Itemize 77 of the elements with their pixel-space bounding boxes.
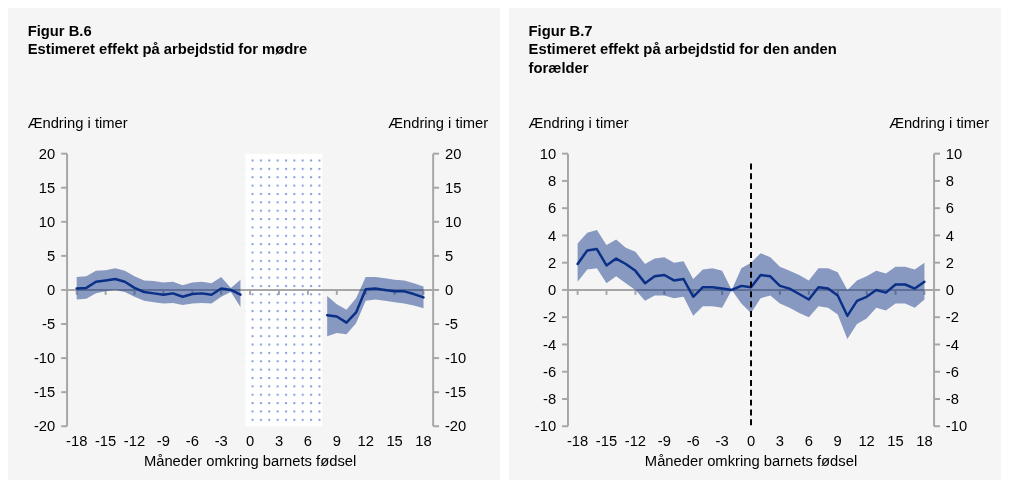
y2-tick-label: -10: [945, 418, 968, 435]
y2-axis-title: Ændring i timer: [388, 115, 489, 132]
y2-tick-label: 15: [444, 179, 462, 196]
chart-subtitle: Estimeret effekt på arbejdstid for mødre: [27, 41, 308, 58]
y2-tick-label: 0: [444, 282, 454, 299]
y-tick-label: -5: [42, 316, 56, 333]
y2-tick-label: 10: [945, 145, 963, 162]
y-tick-label: 4: [547, 227, 557, 244]
x-tick-label: 12: [357, 432, 374, 449]
y2-tick-label: 20: [444, 145, 462, 162]
y-tick-label: 10: [539, 145, 557, 162]
x-tick-label: 6: [303, 432, 313, 449]
x-tick-label: 18: [415, 432, 432, 449]
y-tick-label: -4: [543, 336, 557, 353]
y2-tick-label: -10: [444, 350, 467, 367]
x-axis-title: Måneder omkring barnets fødsel: [644, 452, 858, 469]
y-tick-label: -10: [33, 350, 56, 367]
y2-tick-label: 2: [945, 254, 955, 271]
y-tick-label: 0: [47, 282, 56, 299]
x-tick-label: 18: [916, 432, 933, 449]
x-tick-label: -12: [624, 432, 647, 449]
y2-tick-label: -6: [945, 363, 959, 380]
y2-axis-title: Ændring i timer: [889, 115, 990, 132]
y2-tick-label: 4: [945, 227, 955, 244]
x-tick-label: 15: [887, 432, 904, 449]
x-tick-label: -3: [715, 432, 729, 449]
y-tick-label: 6: [547, 200, 557, 217]
y-axis-title: Ændring i timer: [27, 115, 128, 132]
x-tick-label: -18: [66, 432, 88, 449]
y2-tick-label: -20: [444, 418, 467, 435]
x-tick-label: 6: [804, 432, 813, 449]
x-tick-label: -15: [94, 432, 117, 449]
x-axis-title: Måneder omkring barnets fødsel: [143, 452, 357, 469]
x-tick-label: -6: [185, 432, 199, 449]
y2-tick-label: 10: [444, 213, 462, 230]
y2-tick-label: -8: [945, 391, 959, 408]
x-tick-label: -18: [566, 432, 589, 449]
y-tick-label: 10: [38, 213, 56, 230]
x-tick-label: 12: [858, 432, 875, 449]
x-tick-label: 0: [746, 432, 756, 449]
x-tick-label: -6: [686, 432, 700, 449]
y2-tick-label: -5: [444, 316, 459, 333]
chart-subtitle: Estimeret effekt på arbejdstid for den anden forælder: [528, 41, 837, 76]
y-tick-label: -15: [33, 384, 56, 401]
y2-tick-label: 6: [945, 200, 955, 217]
x-tick-label: 3: [274, 432, 284, 449]
y-tick-label: 8: [547, 173, 557, 190]
y-tick-label: 5: [47, 248, 56, 265]
y2-tick-label: 5: [444, 248, 454, 265]
x-tick-label: 0: [246, 432, 255, 449]
y-tick-label: 15: [38, 179, 56, 196]
y-tick-label: 0: [547, 282, 557, 299]
y2-tick-label: 8: [945, 173, 955, 190]
y2-tick-label: 0: [945, 282, 955, 299]
line-series: [576, 247, 926, 318]
y-tick-label: -20: [33, 418, 56, 435]
x-tick-label: 9: [332, 432, 341, 449]
x-tick-label: 9: [833, 432, 842, 449]
chart-title: Figur B.7: [528, 22, 593, 39]
x-tick-label: -9: [657, 432, 671, 449]
y-tick-label: 20: [38, 145, 56, 162]
chart-title: Figur B.6: [27, 22, 92, 39]
y-tick-label: -10: [534, 418, 557, 435]
x-tick-label: -9: [156, 432, 170, 449]
y-tick-label: -6: [543, 363, 557, 380]
y-tick-label: -2: [543, 309, 557, 326]
x-tick-label: -3: [214, 432, 228, 449]
x-tick-label: 3: [775, 432, 785, 449]
x-tick-label: -15: [595, 432, 618, 449]
y-axis-title: Ændring i timer: [528, 115, 629, 132]
y-tick-label: 2: [547, 254, 557, 271]
x-tick-label: -12: [123, 432, 146, 449]
x-tick-label: 15: [386, 432, 403, 449]
y2-tick-label: -2: [945, 309, 959, 326]
y2-tick-label: -4: [945, 336, 959, 353]
y2-tick-label: -15: [444, 384, 467, 401]
y-tick-label: -8: [543, 391, 557, 408]
